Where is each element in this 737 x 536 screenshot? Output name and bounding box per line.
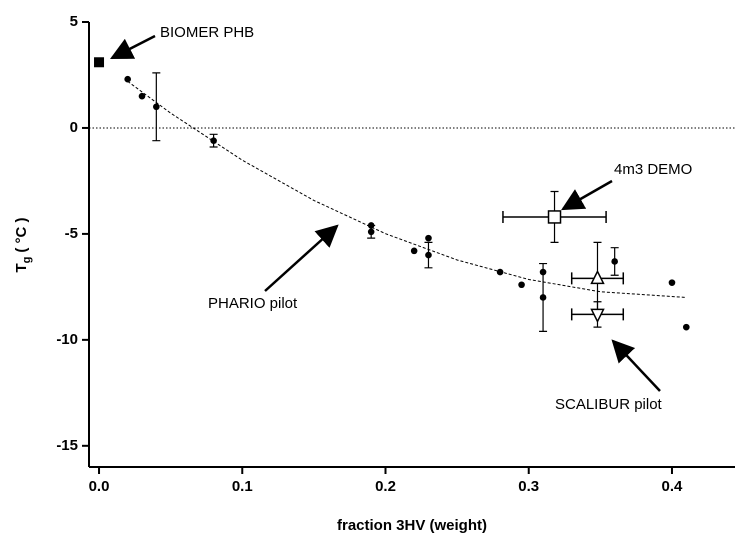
- point: [410, 247, 418, 255]
- point: [425, 251, 432, 259]
- y-label-main: T: [13, 263, 30, 272]
- point: [210, 137, 217, 144]
- y-tick-label: 0: [70, 119, 78, 136]
- annotation-arrow: [264, 224, 339, 292]
- fit-curve: [127, 80, 687, 298]
- y-tick-label: -15: [56, 437, 78, 454]
- point: [94, 57, 105, 68]
- annotation-arrow: [109, 34, 156, 60]
- point: [547, 210, 562, 224]
- y-axis-label: Tg ( °C ): [13, 217, 33, 272]
- point: [668, 279, 676, 286]
- y-tick-label: 5: [70, 13, 78, 30]
- point: [153, 103, 160, 111]
- point: [138, 92, 146, 100]
- point: [590, 269, 605, 285]
- y-label-unit: ( °C ): [13, 217, 30, 252]
- point: [124, 75, 131, 83]
- point: [611, 258, 618, 265]
- x-tick-label: 0.0: [89, 478, 110, 495]
- annotation-arrow: [561, 179, 613, 211]
- x-tick-label: 0.4: [662, 478, 684, 495]
- point: [682, 323, 690, 331]
- point: [539, 294, 547, 301]
- point: [590, 308, 605, 324]
- point: [518, 281, 525, 289]
- annotation: BIOMER PHB: [160, 24, 254, 41]
- annotation: 4m3 DEMO: [614, 161, 692, 178]
- point: [425, 234, 432, 242]
- annotation: PHARIO pilot: [208, 295, 298, 312]
- y-tick-label: -10: [56, 331, 78, 348]
- y-label-sub: g: [21, 257, 33, 264]
- annotation: SCALIBUR pilot: [555, 396, 663, 413]
- x-tick-label: 0.1: [232, 478, 253, 495]
- x-axis-label: fraction 3HV (weight): [337, 517, 487, 534]
- x-tick-label: 0.3: [518, 478, 539, 495]
- y-tick-label: -5: [65, 225, 78, 242]
- x-tick-label: 0.2: [375, 478, 396, 495]
- point: [367, 228, 375, 236]
- point: [496, 268, 504, 276]
- annotation-arrow: [611, 339, 661, 392]
